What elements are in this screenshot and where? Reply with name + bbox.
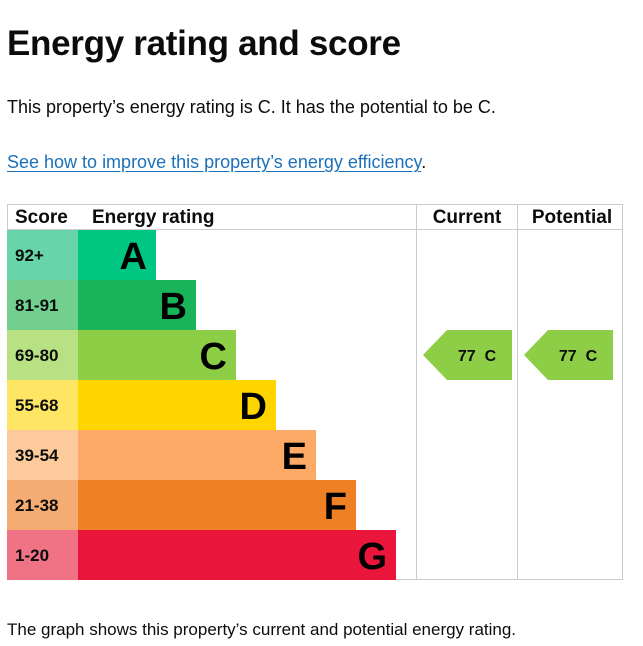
current-rating-label: 77 C: [458, 348, 497, 365]
header-energy-rating: Energy rating: [92, 207, 214, 228]
band-row-g: 1-20 G: [7, 530, 396, 580]
improve-link-line: See how to improve this property’s energ…: [7, 150, 426, 174]
rating-bar-c: [78, 330, 236, 380]
rating-bar-g: [78, 530, 396, 580]
header-current: Current: [433, 207, 502, 228]
score-range-e: 39-54: [15, 446, 59, 465]
rating-letter-c: C: [200, 336, 227, 378]
score-cell-b: [7, 280, 78, 330]
band-row-f: 21-38 F: [7, 480, 356, 530]
band-row-b: 81-91 B: [7, 280, 196, 330]
band-row-d: 55-68 D: [7, 380, 276, 430]
rating-letter-a: A: [120, 236, 147, 278]
rating-letter-e: E: [282, 436, 307, 478]
link-suffix: .: [421, 152, 427, 172]
rating-bands: 92+ A 81-91 B 69-80 C 55-68 D 39-54 E 21-38 F 1-20 G: [7, 230, 396, 580]
score-range-c: 69-80: [15, 346, 58, 365]
band-row-c: 69-80 C: [7, 330, 236, 380]
potential-rating-label: 77 C: [559, 348, 598, 365]
score-range-b: 81-91: [15, 296, 58, 315]
current-rating-arrow: [423, 330, 512, 380]
rating-bar-b: [78, 280, 196, 330]
score-cell-c: [7, 330, 78, 380]
rating-bar-a: [78, 230, 156, 280]
rating-pointers: 77 C 77 C: [423, 330, 613, 380]
graph-description: The graph shows this property’s current …: [7, 620, 517, 639]
rating-letter-f: F: [324, 486, 347, 528]
score-range-g: 1-20: [15, 546, 49, 565]
score-cell-d: [7, 380, 78, 430]
rating-bar-f: [78, 480, 356, 530]
band-row-e: 39-54 E: [7, 430, 316, 480]
energy-rating-chart: Score Energy rating Current Potential 92…: [7, 204, 623, 580]
score-cell-a: [7, 230, 78, 280]
score-range-d: 55-68: [15, 396, 58, 415]
rating-letter-d: D: [240, 386, 267, 428]
potential-rating-arrow: [524, 330, 613, 380]
score-range-f: 21-38: [15, 496, 58, 515]
rating-letter-b: B: [160, 286, 187, 328]
header-score: Score: [15, 207, 68, 228]
score-cell-f: [7, 480, 78, 530]
score-cell-e: [7, 430, 78, 480]
rating-summary: This property’s energy rating is C. It h…: [7, 97, 496, 117]
score-range-a: 92+: [15, 246, 44, 265]
rating-bar-e: [78, 430, 316, 480]
score-cell-g: [7, 530, 78, 580]
band-row-a: 92+ A: [7, 230, 156, 280]
rating-letter-g: G: [357, 536, 387, 578]
page-title: Energy rating and score: [7, 24, 401, 63]
header-potential: Potential: [532, 207, 612, 228]
rating-bar-d: [78, 380, 276, 430]
improve-efficiency-link[interactable]: See how to improve this property’s energ…: [7, 152, 422, 172]
